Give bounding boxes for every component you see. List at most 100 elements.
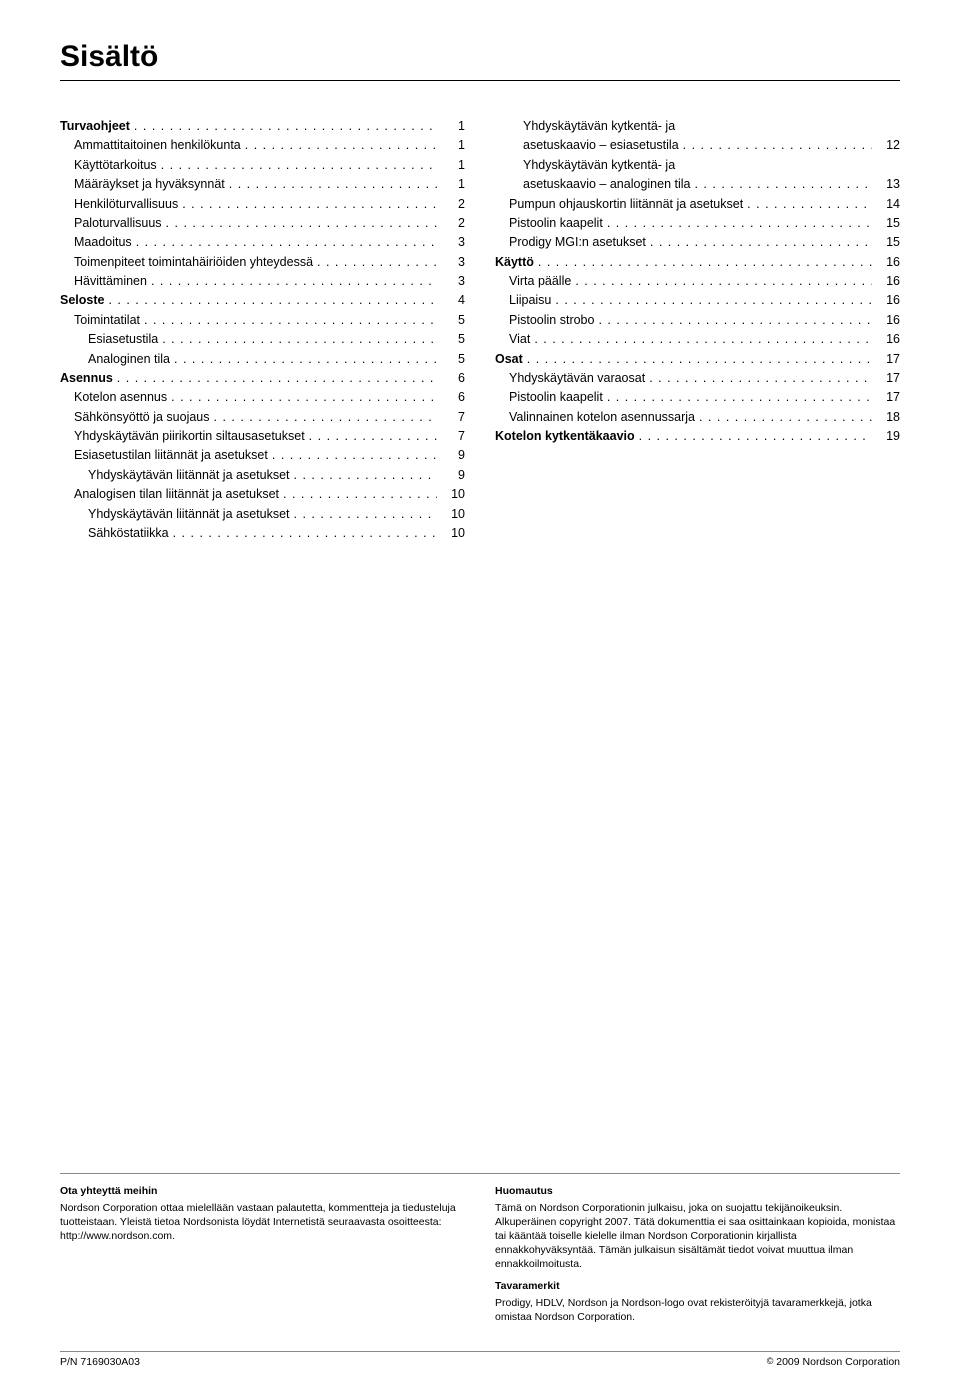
toc-entry: Virta päälle16	[495, 272, 900, 291]
toc-leaders	[162, 330, 437, 349]
toc-entry: Hävittäminen 3	[60, 272, 465, 291]
toc-entry: Maadoitus3	[60, 233, 465, 252]
bottom-bar: P/N 7169030A03 © 2009 Nordson Corporatio…	[60, 1351, 900, 1368]
toc-page: 13	[876, 175, 900, 194]
toc-page: 15	[876, 233, 900, 252]
toc-page: 12	[876, 136, 900, 155]
toc-entry: Analogisen tilan liitännät ja asetukset 1…	[60, 485, 465, 504]
toc-label: Kotelon asennus	[74, 388, 167, 407]
toc-leaders	[650, 233, 872, 252]
table-of-contents: Turvaohjeet1Ammattitaitoinen henkilökunt…	[60, 117, 900, 543]
toc-page: 6	[441, 388, 465, 407]
toc-page: 9	[441, 446, 465, 465]
toc-entry: Yhdyskäytävän liitännät ja asetukset9	[60, 466, 465, 485]
toc-entry: Sähköstatiikka 10	[60, 524, 465, 543]
toc-leaders	[136, 233, 437, 252]
toc-label: Yhdyskäytävän liitännät ja asetukset	[88, 466, 290, 485]
toc-page: 1	[441, 175, 465, 194]
toc-leaders	[598, 311, 872, 330]
toc-leaders	[134, 117, 437, 136]
toc-leaders	[527, 350, 872, 369]
toc-entry: Määräykset ja hyväksynnät 1	[60, 175, 465, 194]
toc-page: 15	[876, 214, 900, 233]
toc-label: Määräykset ja hyväksynnät	[74, 175, 225, 194]
toc-page: 3	[441, 272, 465, 291]
toc-label: Yhdyskäytävän liitännät ja asetukset	[88, 505, 290, 524]
toc-entry: Pistoolin kaapelit 15	[495, 214, 900, 233]
toc-leaders	[607, 214, 872, 233]
toc-label: Sähköstatiikka	[88, 524, 169, 543]
toc-page: 18	[876, 408, 900, 427]
toc-leaders	[534, 330, 872, 349]
toc-leaders	[108, 291, 437, 310]
toc-entry: Esiasetustila5	[60, 330, 465, 349]
footer-left-head: Ota yhteyttä meihin	[60, 1184, 465, 1198]
page-title: Sisältö	[60, 40, 900, 74]
toc-leaders	[174, 350, 437, 369]
toc-page: 2	[441, 214, 465, 233]
toc-leaders	[214, 408, 437, 427]
toc-label: Toimenpiteet toimintahäiriöiden yhteydes…	[74, 253, 313, 272]
toc-label: Pistoolin kaapelit	[509, 388, 603, 407]
toc-entry: Toimintatilat5	[60, 311, 465, 330]
toc-entry: Paloturvallisuus2	[60, 214, 465, 233]
footer-left: Ota yhteyttä meihin Nordson Corporation …	[60, 1184, 465, 1332]
toc-page: 19	[876, 427, 900, 446]
toc-page: 4	[441, 291, 465, 310]
toc-label: Käyttötarkoitus	[74, 156, 157, 175]
toc-leaders	[283, 485, 437, 504]
toc-label: Pistoolin kaapelit	[509, 214, 603, 233]
toc-leaders	[245, 136, 437, 155]
toc-leaders	[144, 311, 437, 330]
toc-label: Henkilöturvallisuus	[74, 195, 178, 214]
toc-label: Yhdyskäytävän varaosat	[509, 369, 645, 388]
toc-leaders	[161, 156, 437, 175]
toc-label: Seloste	[60, 291, 104, 310]
toc-entry: Kotelon kytkentäkaavio19	[495, 427, 900, 446]
toc-entry: Valinnainen kotelon asennussarja18	[495, 408, 900, 427]
toc-label: asetuskaavio – analoginen tila	[523, 175, 690, 194]
toc-label: Virta päälle	[509, 272, 571, 291]
toc-leaders	[182, 195, 437, 214]
title-rule	[60, 80, 900, 81]
toc-entry: Pistoolin strobo16	[495, 311, 900, 330]
toc-label: Hävittäminen	[74, 272, 147, 291]
toc-leaders	[317, 253, 437, 272]
toc-leaders	[639, 427, 872, 446]
toc-page: 1	[441, 117, 465, 136]
toc-label: Ammattitaitoinen henkilökunta	[74, 136, 241, 155]
toc-page: 3	[441, 233, 465, 252]
toc-entry: Käyttötarkoitus1	[60, 156, 465, 175]
toc-label: Esiasetustila	[88, 330, 158, 349]
toc-entry: Ammattitaitoinen henkilökunta1	[60, 136, 465, 155]
toc-entry: Toimenpiteet toimintahäiriöiden yhteydes…	[60, 253, 465, 272]
toc-entry: asetuskaavio – esiasetustila12	[495, 136, 900, 155]
toc-leaders	[649, 369, 872, 388]
toc-entry: Pistoolin kaapelit17	[495, 388, 900, 407]
toc-entry: Viat16	[495, 330, 900, 349]
toc-leaders	[294, 505, 437, 524]
toc-leaders	[309, 427, 437, 446]
toc-leaders	[166, 214, 437, 233]
toc-label: Pumpun ohjauskortin liitännät ja asetuks…	[509, 195, 743, 214]
toc-label: Analogisen tilan liitännät ja asetukset	[74, 485, 279, 504]
footer-notes: Ota yhteyttä meihin Nordson Corporation …	[60, 1173, 900, 1332]
toc-page: 10	[441, 485, 465, 504]
toc-label: Toimintatilat	[74, 311, 140, 330]
toc-leaders	[272, 446, 437, 465]
toc-page: 10	[441, 524, 465, 543]
toc-label: Yhdyskäytävän kytkentä- ja	[523, 156, 675, 175]
toc-leaders	[683, 136, 872, 155]
toc-page: 17	[876, 369, 900, 388]
toc-label: Yhdyskäytävän piirikortin siltausasetuks…	[74, 427, 305, 446]
copyright: © 2009 Nordson Corporation	[767, 1356, 900, 1368]
toc-leaders	[294, 466, 437, 485]
toc-entry: asetuskaavio – analoginen tila 13	[495, 175, 900, 194]
toc-entry: Yhdyskäytävän varaosat 17	[495, 369, 900, 388]
toc-page: 16	[876, 253, 900, 272]
toc-entry: Yhdyskäytävän kytkentä- ja	[495, 117, 900, 136]
footer-right-body1: Tämä on Nordson Corporationin julkaisu, …	[495, 1201, 900, 1272]
toc-leaders	[117, 369, 437, 388]
toc-label: Osat	[495, 350, 523, 369]
footer-right-head2: Tavaramerkit	[495, 1279, 900, 1293]
